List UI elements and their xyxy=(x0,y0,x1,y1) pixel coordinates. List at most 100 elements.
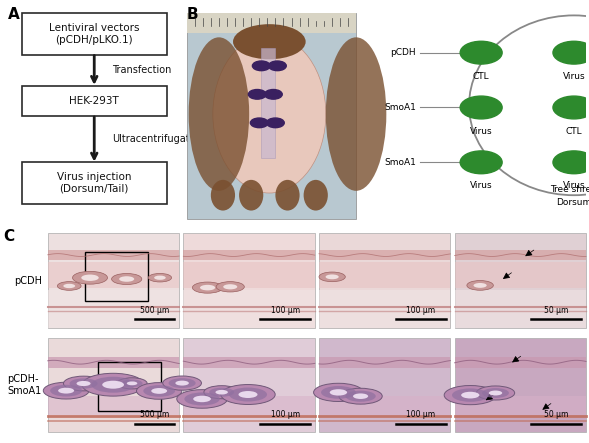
Circle shape xyxy=(82,373,144,396)
Circle shape xyxy=(63,284,75,288)
Circle shape xyxy=(266,118,284,128)
Circle shape xyxy=(119,276,134,282)
Circle shape xyxy=(223,284,237,289)
Text: Virus: Virus xyxy=(562,72,585,81)
FancyBboxPatch shape xyxy=(187,13,356,33)
FancyBboxPatch shape xyxy=(183,250,315,260)
Circle shape xyxy=(176,381,189,385)
Circle shape xyxy=(64,376,104,391)
Text: pCDH: pCDH xyxy=(14,276,42,286)
Text: Dorsum: Dorsum xyxy=(557,198,589,207)
FancyBboxPatch shape xyxy=(48,233,179,328)
Circle shape xyxy=(81,275,99,281)
Circle shape xyxy=(326,274,339,279)
Circle shape xyxy=(467,280,494,290)
Circle shape xyxy=(193,282,223,293)
Circle shape xyxy=(460,96,502,119)
Ellipse shape xyxy=(276,180,300,210)
FancyBboxPatch shape xyxy=(48,262,179,288)
FancyBboxPatch shape xyxy=(455,233,586,328)
Text: Virus: Virus xyxy=(470,127,492,136)
FancyBboxPatch shape xyxy=(48,290,179,328)
Circle shape xyxy=(482,388,509,398)
Circle shape xyxy=(474,283,487,288)
Ellipse shape xyxy=(326,37,386,191)
Text: pCDH: pCDH xyxy=(390,48,416,57)
Circle shape xyxy=(193,396,211,402)
Circle shape xyxy=(177,390,227,408)
FancyBboxPatch shape xyxy=(319,262,451,288)
Text: 50 μm: 50 μm xyxy=(544,410,568,419)
Circle shape xyxy=(489,391,502,396)
Circle shape xyxy=(204,386,240,399)
Text: Transfection: Transfection xyxy=(112,65,171,75)
Ellipse shape xyxy=(188,37,249,191)
FancyBboxPatch shape xyxy=(319,250,451,260)
Circle shape xyxy=(460,151,502,174)
Circle shape xyxy=(461,392,479,398)
Circle shape xyxy=(553,96,589,119)
Circle shape xyxy=(58,388,74,393)
FancyBboxPatch shape xyxy=(22,85,167,116)
FancyBboxPatch shape xyxy=(319,396,451,415)
FancyBboxPatch shape xyxy=(455,338,586,432)
Circle shape xyxy=(346,391,376,402)
Circle shape xyxy=(319,272,345,282)
FancyBboxPatch shape xyxy=(48,396,179,415)
Circle shape xyxy=(111,273,142,284)
Circle shape xyxy=(70,378,98,389)
Circle shape xyxy=(127,381,137,385)
Text: Virus injection
(Dorsum/Tail): Virus injection (Dorsum/Tail) xyxy=(57,172,131,194)
Circle shape xyxy=(330,389,347,396)
Circle shape xyxy=(313,383,363,401)
FancyBboxPatch shape xyxy=(187,13,356,219)
Circle shape xyxy=(216,390,228,395)
Circle shape xyxy=(339,388,382,404)
Circle shape xyxy=(168,378,196,388)
Circle shape xyxy=(216,282,244,292)
Circle shape xyxy=(151,388,167,394)
Circle shape xyxy=(253,61,270,70)
FancyBboxPatch shape xyxy=(48,357,179,368)
Circle shape xyxy=(117,378,147,389)
Ellipse shape xyxy=(233,24,306,59)
Text: 100 μm: 100 μm xyxy=(270,306,300,315)
Text: 100 μm: 100 μm xyxy=(406,306,435,315)
Text: C: C xyxy=(3,229,14,244)
FancyBboxPatch shape xyxy=(183,290,315,328)
FancyBboxPatch shape xyxy=(319,357,451,368)
FancyBboxPatch shape xyxy=(48,250,179,260)
Circle shape xyxy=(57,282,81,290)
Circle shape xyxy=(321,386,356,399)
FancyBboxPatch shape xyxy=(183,338,315,432)
Circle shape xyxy=(553,151,589,174)
Text: Virus: Virus xyxy=(562,181,585,190)
FancyBboxPatch shape xyxy=(48,338,179,432)
FancyBboxPatch shape xyxy=(455,396,586,415)
Circle shape xyxy=(184,392,220,405)
FancyBboxPatch shape xyxy=(183,357,315,368)
FancyBboxPatch shape xyxy=(455,262,586,288)
Circle shape xyxy=(269,61,286,70)
Circle shape xyxy=(148,273,171,282)
Circle shape xyxy=(553,41,589,64)
FancyBboxPatch shape xyxy=(262,48,276,158)
Circle shape xyxy=(250,118,268,128)
Circle shape xyxy=(353,393,368,399)
Circle shape xyxy=(137,383,182,399)
FancyBboxPatch shape xyxy=(319,338,451,432)
Text: 100 μm: 100 μm xyxy=(406,410,435,419)
Circle shape xyxy=(221,385,275,404)
Text: pCDH-
SmoA1: pCDH- SmoA1 xyxy=(8,374,42,396)
FancyBboxPatch shape xyxy=(183,262,315,288)
FancyBboxPatch shape xyxy=(319,233,451,328)
Circle shape xyxy=(264,89,282,99)
Text: Ultracentrifugation: Ultracentrifugation xyxy=(112,134,204,144)
Circle shape xyxy=(154,276,166,280)
Ellipse shape xyxy=(213,35,326,193)
Text: A: A xyxy=(8,7,19,22)
Text: HEK-293T: HEK-293T xyxy=(70,96,119,106)
Circle shape xyxy=(239,391,257,398)
Text: 100 μm: 100 μm xyxy=(270,410,300,419)
Text: 50 μm: 50 μm xyxy=(544,306,568,315)
